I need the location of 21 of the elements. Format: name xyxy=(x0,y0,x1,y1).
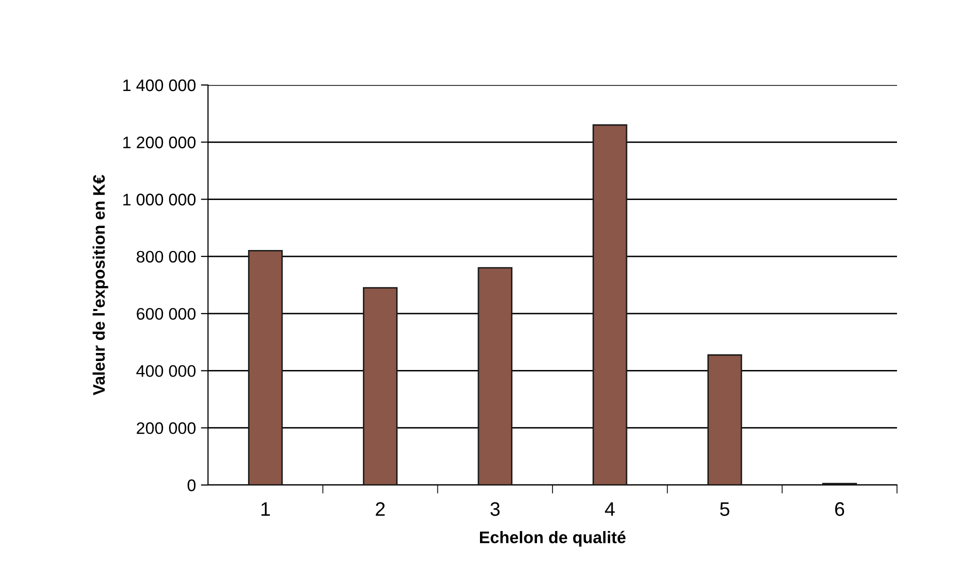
y-tick-label: 1 200 000 xyxy=(123,136,196,148)
x-tick-label: 1 xyxy=(261,502,270,516)
bar xyxy=(362,287,398,485)
y-tick-label: 1 400 000 xyxy=(123,79,196,92)
y-tick-label: 0 xyxy=(188,479,196,492)
bar xyxy=(248,250,283,485)
bar xyxy=(707,354,742,485)
y-tick-label: 200 000 xyxy=(136,422,196,434)
y-tick-label: 1 000 000 xyxy=(123,194,196,206)
x-axis-title: Echelon de qualité xyxy=(480,530,626,547)
y-axis-title: Valeur de l'exposition en K€ xyxy=(92,174,108,396)
x-tick-label: 2 xyxy=(376,502,385,516)
x-tick-label: 6 xyxy=(835,502,844,516)
x-tick-label: 3 xyxy=(490,502,500,516)
y-tick-label: 800 000 xyxy=(136,250,196,263)
x-tick-label: 4 xyxy=(604,502,615,516)
x-tick-label: 5 xyxy=(720,502,730,516)
bar xyxy=(478,267,512,485)
y-tick-label: 400 000 xyxy=(136,365,196,377)
y-tick-label: 600 000 xyxy=(136,308,196,320)
bar xyxy=(592,124,628,485)
